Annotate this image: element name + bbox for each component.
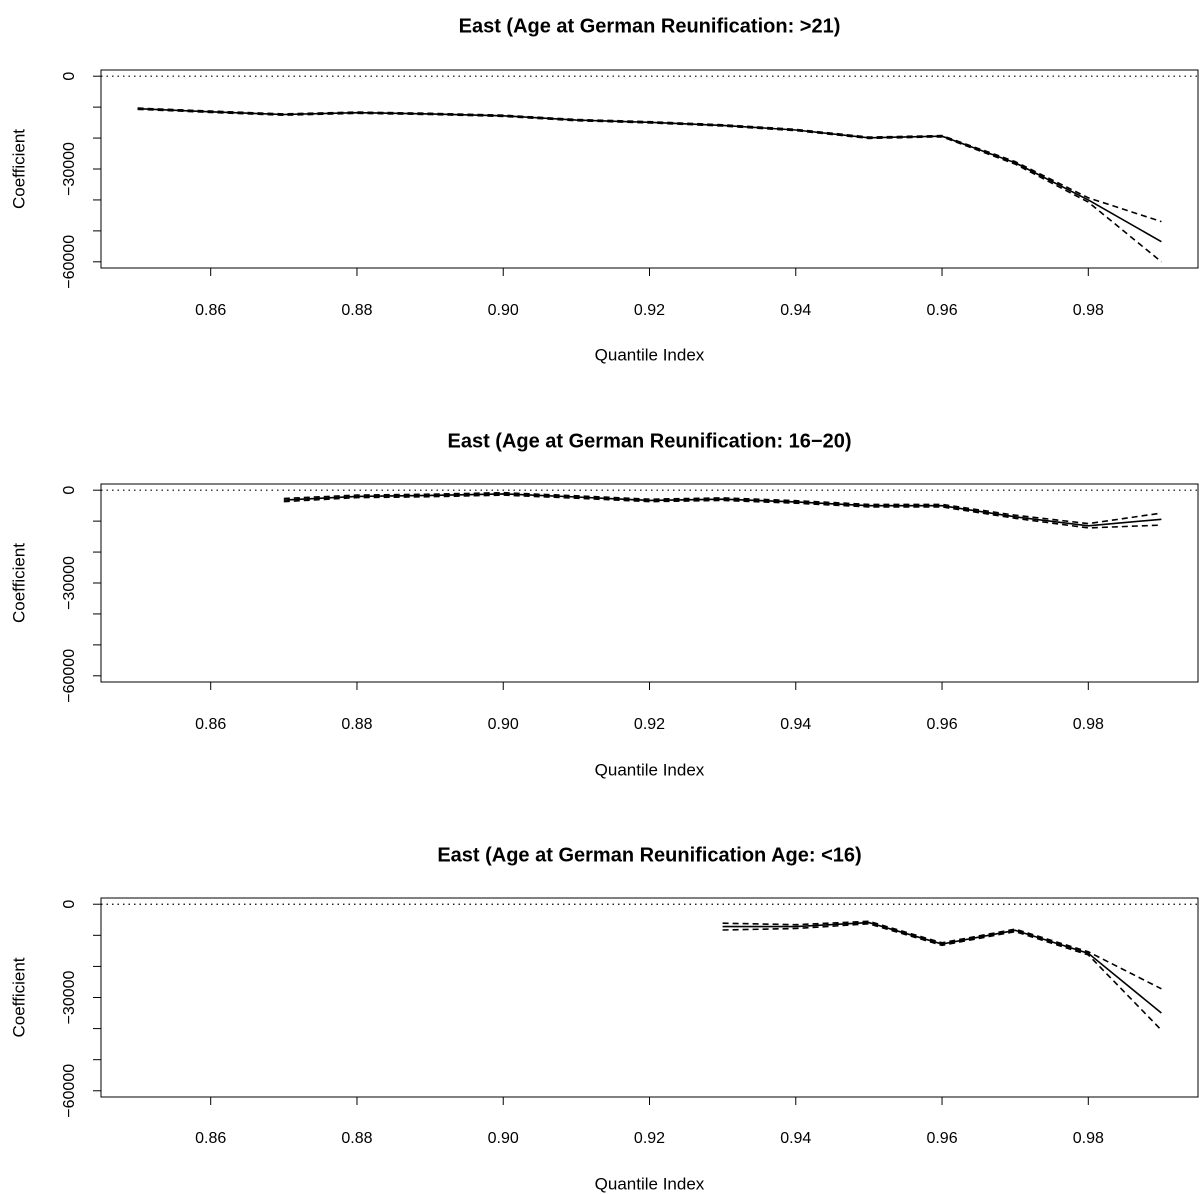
y-tick-label: −30000 [61,556,78,610]
x-tick-label: 0.88 [341,716,372,733]
y-tick-label: −30000 [61,142,78,196]
series-line-lower [283,494,1162,529]
y-axis-label: Coefficient [9,543,28,623]
x-tick-label: 0.86 [195,716,226,733]
y-tick-label: −30000 [61,970,78,1024]
chart-title: East (Age at German Reunification Age: <… [437,844,861,866]
x-tick-label: 0.92 [634,716,665,733]
series-line-upper [137,107,1162,223]
chart-panel-1: East (Age at German Reunification: >21) 0… [9,15,1199,364]
series-line-estimate [722,921,1162,1014]
series-line-estimate [137,107,1162,243]
series-line-lower [137,108,1162,263]
series-line-upper [722,920,1162,990]
x-tick-label: 0.96 [926,1130,957,1147]
x-tick-label: 0.96 [926,716,957,733]
x-tick-label: 0.86 [195,1130,226,1147]
x-tick-label: 0.96 [926,302,957,319]
plot-frame [100,69,1199,269]
series-line-estimate [283,493,1162,527]
chart-title: East (Age at German Reunification: 16−20… [447,430,851,452]
y-tick-label: −60000 [61,235,78,289]
x-tick-label: 0.92 [634,302,665,319]
chart-title: East (Age at German Reunification: >21) [459,15,841,37]
y-tick-label: 0 [61,486,78,495]
x-tick-label: 0.90 [488,1130,519,1147]
plot-frame [100,897,1199,1098]
y-tick-label: 0 [61,900,78,909]
x-tick-label: 0.94 [780,1130,811,1147]
series-line-upper [283,491,1162,525]
y-axis-label: Coefficient [9,957,28,1037]
x-tick-label: 0.98 [1073,716,1104,733]
y-tick-label: −60000 [61,649,78,703]
x-tick-label: 0.94 [780,302,811,319]
chart-panel-3: East (Age at German Reunification Age: <… [9,844,1199,1193]
x-axis-label: Quantile Index [595,345,705,364]
x-axis-label: Quantile Index [595,1174,705,1193]
y-tick-label: −60000 [61,1064,78,1118]
x-tick-label: 0.88 [341,302,372,319]
x-tick-label: 0.98 [1073,302,1104,319]
x-tick-label: 0.90 [488,302,519,319]
y-axis-label: Coefficient [9,129,28,209]
x-tick-label: 0.90 [488,716,519,733]
plot-frame [100,483,1199,683]
x-tick-label: 0.92 [634,1130,665,1147]
x-tick-label: 0.98 [1073,1130,1104,1147]
chart-panel-2: East (Age at German Reunification: 16−20… [9,430,1199,779]
x-tick-label: 0.88 [341,1130,372,1147]
y-tick-label: 0 [61,72,78,81]
x-tick-label: 0.94 [780,716,811,733]
series-line-lower [722,922,1162,1031]
x-tick-label: 0.86 [195,302,226,319]
x-axis-label: Quantile Index [595,760,705,779]
